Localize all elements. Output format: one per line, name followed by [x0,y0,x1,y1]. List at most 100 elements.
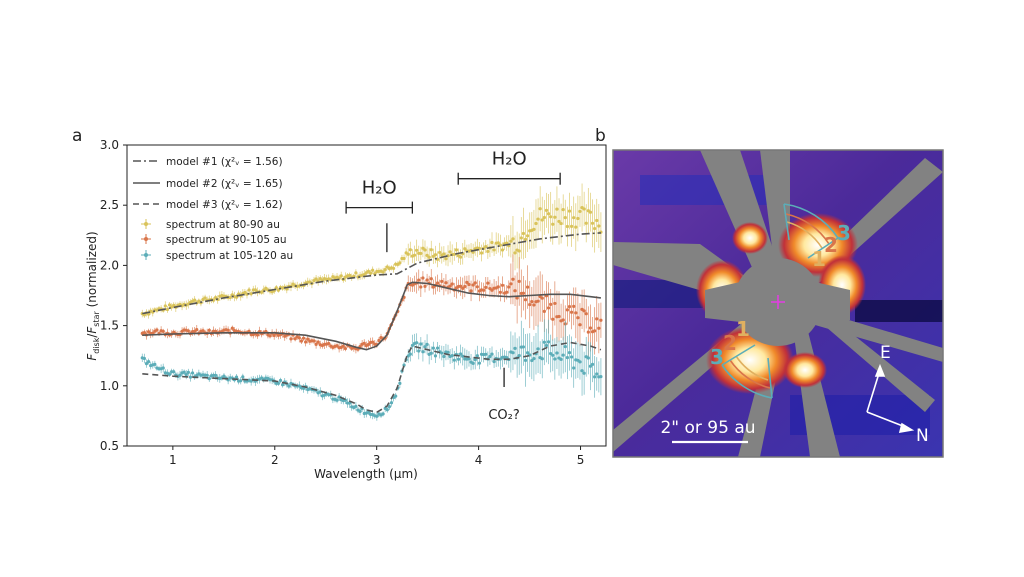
data-point [387,405,391,409]
legend-label-spectrum-80-90: spectrum at 80-90 au [166,219,280,231]
data-point [228,295,232,300]
glow-top [732,222,768,254]
data-point [576,316,580,320]
data-point [167,303,172,307]
data-point [213,373,218,377]
data-point [146,360,151,364]
data-point [551,317,555,321]
data-point [479,251,484,255]
data-point [442,354,446,359]
data-point [515,296,519,300]
data-point [492,248,496,252]
y-tick-label: 2.0 [100,258,119,272]
data-point [274,286,278,290]
data-point [398,381,402,385]
data-point [540,357,544,361]
data-point [576,216,580,221]
region-label-right-2: 2 [824,233,838,257]
data-point [484,285,488,289]
data-point [335,398,339,402]
data-point [375,414,379,418]
data-point [542,340,546,344]
y-tick-label: 0.5 [100,439,119,453]
compass-label-n: N [916,426,929,446]
data-point [362,272,366,277]
data-point [500,283,505,287]
data-point [578,323,582,327]
data-point [230,326,234,330]
data-point [463,247,467,251]
data-point [435,346,440,350]
data-point [513,289,517,293]
data-point [523,358,528,362]
data-point [544,343,549,348]
data-point [186,370,190,374]
model-line [142,281,601,351]
data-point [532,356,536,361]
data-point [253,288,257,292]
data-point [555,207,559,211]
data-point [249,292,253,296]
data-point [509,239,513,243]
data-point [448,284,452,288]
data-point [465,280,469,284]
data-point [448,250,452,254]
data-point [540,218,544,222]
data-point [412,253,417,257]
data-point [201,329,205,333]
series-model-3 [142,341,602,414]
data-point [182,370,186,374]
data-point [423,345,427,349]
data-point [542,309,546,313]
data-point [438,250,442,255]
data-point [358,409,362,413]
data-point [260,290,264,294]
data-point [496,241,500,245]
data-point [553,357,557,361]
data-point [421,276,425,280]
data-point [517,354,521,358]
data-point [293,337,297,341]
data-point [586,330,590,334]
data-point [415,341,419,345]
x-tick-label: 4 [475,453,483,467]
data-point [421,350,425,354]
data-point [588,326,593,330]
data-point [569,310,574,314]
data-point [287,384,291,388]
data-point [203,296,207,300]
data-point [348,273,352,277]
disk-image: 3 2 1 1 2 3 2" or 95 au E N [613,150,943,457]
data-point [467,357,471,361]
data-point [186,329,190,333]
glow-bottom [783,352,827,388]
data-point [582,371,586,375]
legend-label-model-2: model #2 (χ²ᵥ = 1.65) [166,178,283,190]
data-point [567,350,572,355]
panel-b-letter: b [595,126,606,146]
chart-ticks-group: 1 2 3 4 5 0.5 1.0 1.5 2.0 2.5 3.0 [100,138,584,467]
chart-annotations-group: H₂O H₂O CO₂? [345,149,561,423]
data-point [371,340,375,344]
chart-series-group [140,183,603,421]
data-point [471,361,475,365]
y-tick-label: 1.0 [100,379,119,393]
data-point [431,285,435,289]
data-point [161,329,165,333]
data-point [268,334,272,338]
data-point [546,340,551,344]
spectrum-chart: 1 2 3 4 5 0.5 1.0 1.5 2.0 2.5 3.0 H₂O H₂O CO₂? Wavel… [85,138,607,481]
legend-swatch-spectrum-105-120 [141,250,151,260]
data-point [381,270,385,274]
co2-label: CO₂? [488,408,519,423]
data-point [549,351,553,356]
data-point [435,281,440,285]
data-point [593,226,597,231]
data-point [561,318,565,322]
data-point [595,317,599,321]
data-point [544,208,549,212]
data-point [599,375,603,379]
data-point [593,375,597,379]
data-point [278,378,283,383]
data-point [195,327,199,332]
